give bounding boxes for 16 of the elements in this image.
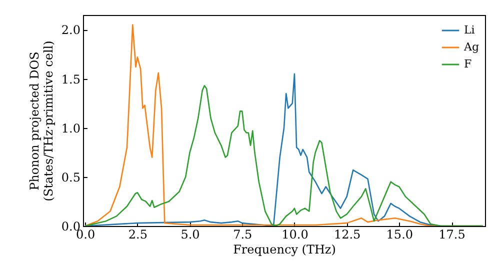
x-tick-label: 2.5 (128, 228, 148, 242)
x-tick-label: 5.0 (180, 228, 200, 242)
x-tick-label: 7.5 (233, 228, 252, 242)
x-axis-title: Frequency (THz) (233, 242, 336, 256)
y-tick-label: 1.5 (61, 72, 80, 86)
y-axis-title: Phonon projected DOS (States/THz·primitive cell) (27, 40, 56, 202)
legend-label: F (464, 58, 472, 70)
legend-label: Ag (463, 40, 479, 54)
x-tick-label: 17.5 (438, 228, 466, 242)
legend-label: Li (464, 24, 476, 36)
y-tick-label: 2.0 (61, 23, 80, 38)
x-tick-label: 10.0 (282, 228, 308, 242)
x-tick-label: 12.5 (334, 228, 361, 242)
y-tick-label: 1.0 (61, 121, 80, 136)
y-tick-label: 0.5 (61, 170, 80, 184)
x-tick-label: 15.0 (386, 228, 414, 242)
